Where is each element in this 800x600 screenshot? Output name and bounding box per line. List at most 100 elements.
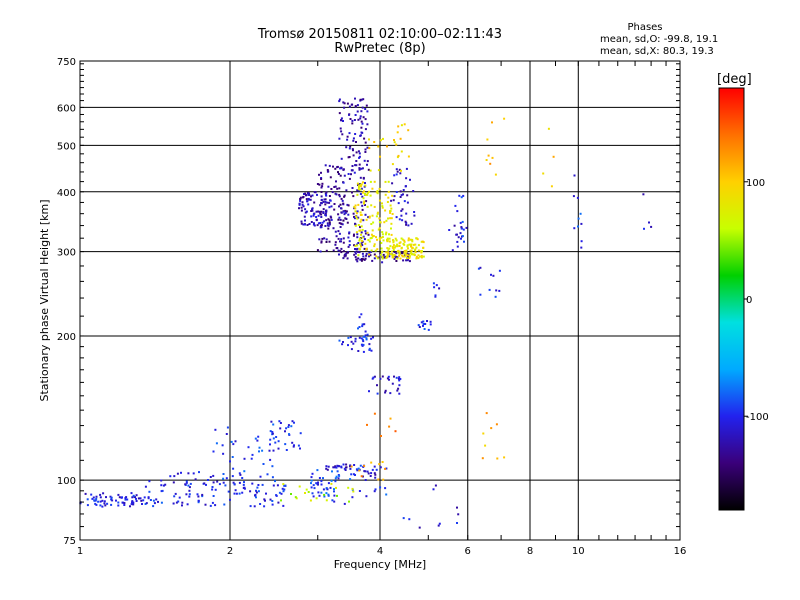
o-mode-point [338,98,341,101]
x-mode-point [387,190,390,193]
x-mode-point [363,202,365,205]
o-mode-point [317,210,320,213]
x-mode-point [391,163,394,166]
o-mode-point [152,505,155,508]
o-mode-point [373,257,376,260]
o-mode-point [332,249,335,252]
colorbar-tick-label: 100 [746,178,765,189]
o-mode-point [143,496,146,499]
y-tick-label: 100 [57,476,76,487]
o-mode-point [276,484,279,487]
x-mode-point [354,224,357,227]
o-mode-point [211,501,214,504]
o-mode-point [306,224,309,226]
x-mode-point [363,200,366,203]
o-mode-point [345,218,348,220]
o-mode-point [408,518,411,521]
o-mode-point [270,420,273,423]
x-mode-point [368,190,370,193]
o-mode-point [343,174,346,177]
o-mode-point [393,174,396,177]
o-mode-point [103,502,106,505]
o-mode-point [205,483,207,486]
o-mode-point [490,273,492,276]
x-mode-point [414,243,417,246]
o-mode-point [323,220,326,223]
x-mode-point [403,255,406,258]
x-mode-point [372,221,375,224]
o-mode-point [406,194,409,197]
o-mode-point [342,241,345,244]
o-mode-point [318,210,321,213]
x-mode-point [491,156,494,159]
o-mode-point [342,257,345,260]
x-mode-point [298,485,301,488]
o-mode-point [329,176,332,179]
o-mode-point [401,219,404,222]
x-mode-point [550,185,553,188]
x-mode-point [376,257,379,260]
x-mode-point [411,247,414,250]
o-mode-point [284,443,287,446]
x-mode-point [489,162,492,165]
x-mode-point [348,500,350,503]
o-mode-point [413,211,416,213]
o-mode-point [299,197,302,200]
o-mode-point [320,216,323,218]
x-mode-point [386,238,389,241]
x-mode-point [412,243,415,246]
o-mode-point [413,214,416,217]
x-mode-point [416,238,419,241]
o-mode-point [420,321,423,324]
o-mode-point [212,474,215,477]
x-tick-label: 6 [465,546,471,557]
o-mode-point [230,440,233,443]
o-mode-point [344,469,347,471]
o-mode-point [448,229,451,231]
x-mode-point [356,244,359,247]
o-mode-point [269,443,271,446]
o-mode-point [110,503,113,506]
o-mode-point [203,482,206,485]
x-mode-point [295,497,298,500]
o-mode-point [328,164,331,167]
o-mode-point [315,482,318,485]
o-mode-point [277,447,280,450]
o-mode-point [364,128,367,131]
o-mode-point [330,479,333,482]
o-mode-point [373,375,376,378]
x-mode-point [406,245,409,248]
x-mode-point [412,253,415,256]
o-mode-point [360,258,363,260]
o-mode-point [418,326,421,328]
o-mode-point [397,387,400,390]
o-mode-point [251,482,254,485]
o-mode-point [344,211,347,214]
o-mode-point [385,467,388,470]
x-mode-point [398,245,401,247]
o-mode-point [225,477,228,480]
o-mode-point [320,210,323,213]
x-mode-point [487,154,490,157]
o-mode-point [351,119,354,122]
o-mode-point [358,490,361,492]
o-mode-point [366,333,369,336]
y-tick-label: 750 [57,57,76,68]
o-mode-point [348,177,351,180]
o-mode-point [333,186,336,188]
o-mode-point [312,213,315,215]
x-mode-point [373,412,376,415]
o-mode-point [395,260,398,262]
o-mode-point [358,167,361,170]
x-mode-point [357,203,360,206]
o-mode-point [364,213,367,216]
x-mode-point [355,231,358,234]
o-mode-point [347,344,349,347]
x-mode-point [403,240,406,243]
x-mode-point [394,430,397,433]
o-mode-point [327,465,330,468]
x-mode-point [418,255,421,258]
o-mode-point [337,213,340,216]
o-mode-point [354,105,357,108]
o-mode-point [351,148,354,151]
